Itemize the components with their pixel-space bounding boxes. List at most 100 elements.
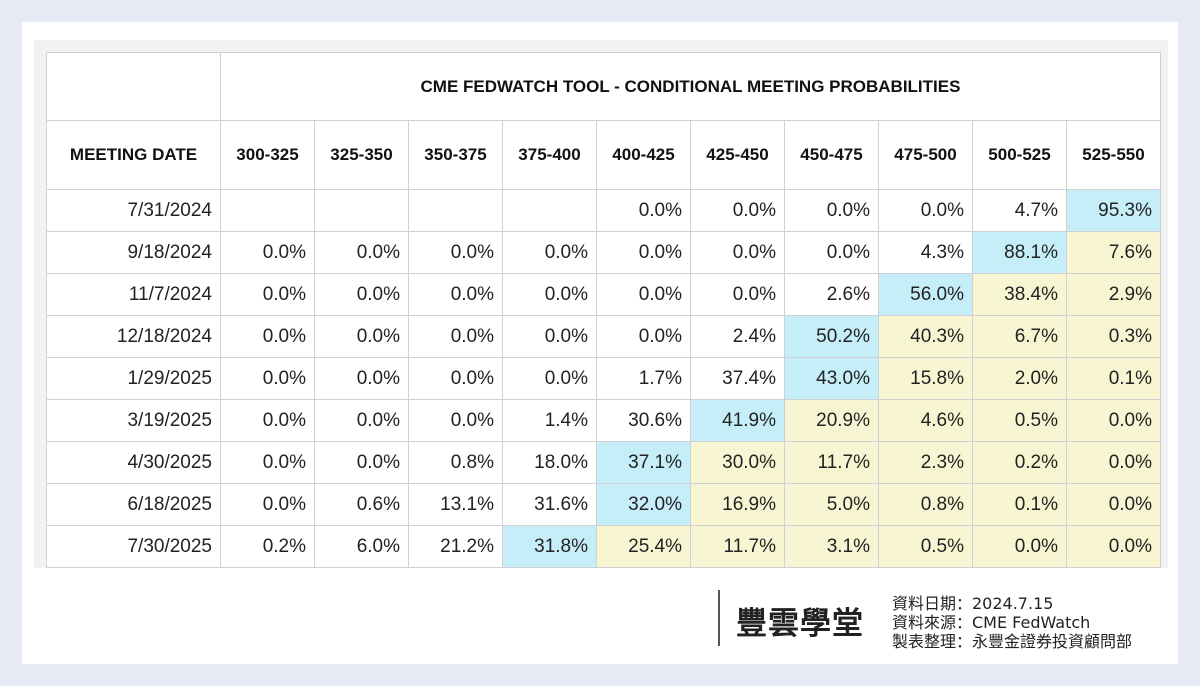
table-row: 1/29/2025 0.0% 0.0% 0.0% 0.0% 1.7% 37.4% 43.0% 1… <box>46 357 1161 400</box>
column-header: 525-550 <box>1066 120 1161 190</box>
probability-cell: 2.4% <box>690 315 785 358</box>
probability-cell: 11.7% <box>690 525 785 568</box>
probability-cell: 0.0% <box>596 273 691 316</box>
corner-cell <box>46 52 221 121</box>
meeting-date-cell: 11/7/2024 <box>46 273 221 316</box>
probability-cell: 0.0% <box>408 231 503 274</box>
probability-cell: 31.8% <box>502 525 597 568</box>
probability-cell: 6.7% <box>972 315 1067 358</box>
probability-cell: 21.2% <box>408 525 503 568</box>
data-source: 資料來源：CME FedWatch <box>892 613 1091 632</box>
probability-cell: 0.0% <box>220 399 315 442</box>
column-header: 300-325 <box>220 120 315 190</box>
column-header: 350-375 <box>408 120 503 190</box>
column-header: 400-425 <box>596 120 691 190</box>
probability-cell <box>314 189 409 232</box>
probability-cell: 0.0% <box>408 315 503 358</box>
probability-cell: 0.2% <box>220 525 315 568</box>
table-title: CME FEDWATCH TOOL - CONDITIONAL MEETING … <box>220 52 1161 121</box>
probability-cell: 30.6% <box>596 399 691 442</box>
probability-cell: 0.5% <box>972 399 1067 442</box>
probability-cell: 0.0% <box>314 231 409 274</box>
probability-cell: 2.9% <box>1066 273 1161 316</box>
probability-cell: 4.6% <box>878 399 973 442</box>
probability-cell: 43.0% <box>784 357 879 400</box>
table-row: 6/18/2025 0.0% 0.6% 13.1% 31.6% 32.0% 16.9% 5.0… <box>46 483 1161 526</box>
probability-cell: 5.0% <box>784 483 879 526</box>
probability-cell: 11.7% <box>784 441 879 484</box>
probability-cell: 4.7% <box>972 189 1067 232</box>
table-row: 12/18/2024 0.0% 0.0% 0.0% 0.0% 0.0% 2.4% 50.2% 4… <box>46 315 1161 358</box>
probability-cell: 0.0% <box>596 231 691 274</box>
probability-cell: 0.0% <box>878 189 973 232</box>
probability-cell: 0.0% <box>502 315 597 358</box>
probability-cell: 0.0% <box>1066 525 1161 568</box>
probability-cell: 88.1% <box>972 231 1067 274</box>
meeting-date-cell: 7/30/2025 <box>46 525 221 568</box>
probability-cell: 6.0% <box>314 525 409 568</box>
footer: 豐雲學堂 資料日期：2024.7.15 資料來源：CME FedWatch 製表… <box>718 590 1168 651</box>
probability-cell: 0.6% <box>314 483 409 526</box>
probability-cell: 2.6% <box>784 273 879 316</box>
meeting-date-cell: 6/18/2025 <box>46 483 221 526</box>
probability-cell: 0.0% <box>690 273 785 316</box>
table-row: 7/31/2024 0.0% 0.0% 0.0% 0.0% 4.7% 95.3% <box>46 189 1161 232</box>
table-row: 9/18/2024 0.0% 0.0% 0.0% 0.0% 0.0% 0.0% 0.0% 4.3… <box>46 231 1161 274</box>
column-header-row: MEETING DATE 300-325 325-350 350-375 375-40… <box>46 120 1161 190</box>
probability-cell: 41.9% <box>690 399 785 442</box>
probability-cell: 0.1% <box>972 483 1067 526</box>
probability-cell: 0.0% <box>784 189 879 232</box>
probability-cell: 0.0% <box>314 315 409 358</box>
probability-cell: 3.1% <box>784 525 879 568</box>
probability-cell: 0.0% <box>690 189 785 232</box>
probability-cell: 31.6% <box>502 483 597 526</box>
probability-cell: 2.0% <box>972 357 1067 400</box>
probability-cell: 40.3% <box>878 315 973 358</box>
probability-cell: 2.3% <box>878 441 973 484</box>
brand-logo: 豐雲學堂 <box>736 606 864 642</box>
probability-cell: 0.0% <box>314 357 409 400</box>
column-header: 425-450 <box>690 120 785 190</box>
table-row: 3/19/2025 0.0% 0.0% 0.0% 1.4% 30.6% 41.9% 20.9%… <box>46 399 1161 442</box>
probability-cell <box>220 189 315 232</box>
footer-meta: 資料日期：2024.7.15 資料來源：CME FedWatch 製表整理：永豐… <box>892 594 1132 651</box>
probability-cell: 0.2% <box>972 441 1067 484</box>
probability-cell: 0.1% <box>1066 357 1161 400</box>
probability-cell: 1.7% <box>596 357 691 400</box>
probability-cell: 0.0% <box>220 315 315 358</box>
probability-cell: 0.0% <box>314 273 409 316</box>
probability-cell: 0.0% <box>1066 483 1161 526</box>
probability-cell: 4.3% <box>878 231 973 274</box>
probability-cell: 0.0% <box>220 441 315 484</box>
meeting-date-cell: 1/29/2025 <box>46 357 221 400</box>
probability-cell: 0.0% <box>690 231 785 274</box>
probability-cell: 0.0% <box>220 231 315 274</box>
probability-cell: 0.8% <box>408 441 503 484</box>
probability-cell: 0.0% <box>1066 441 1161 484</box>
probability-cell: 37.4% <box>690 357 785 400</box>
column-header: 325-350 <box>314 120 409 190</box>
probability-cell: 15.8% <box>878 357 973 400</box>
probability-cell: 0.0% <box>220 273 315 316</box>
probability-cell: 0.5% <box>878 525 973 568</box>
probability-cell: 0.0% <box>972 525 1067 568</box>
probability-cell: 0.8% <box>878 483 973 526</box>
meeting-date-cell: 9/18/2024 <box>46 231 221 274</box>
probability-cell: 30.0% <box>690 441 785 484</box>
column-header: 500-525 <box>972 120 1067 190</box>
table-row: 11/7/2024 0.0% 0.0% 0.0% 0.0% 0.0% 0.0% 2.6% 56.… <box>46 273 1161 316</box>
probability-cell: 25.4% <box>596 525 691 568</box>
probability-cell: 18.0% <box>502 441 597 484</box>
fedwatch-table: CME FEDWATCH TOOL - CONDITIONAL MEETING … <box>46 52 1161 568</box>
probability-cell: 0.0% <box>502 273 597 316</box>
column-header: 475-500 <box>878 120 973 190</box>
meeting-date-header: MEETING DATE <box>46 120 221 190</box>
data-date: 資料日期：2024.7.15 <box>892 594 1054 613</box>
probability-cell: 95.3% <box>1066 189 1161 232</box>
probability-cell: 0.0% <box>314 441 409 484</box>
probability-cell: 13.1% <box>408 483 503 526</box>
probability-cell: 0.0% <box>1066 399 1161 442</box>
probability-cell: 0.0% <box>408 273 503 316</box>
table-row: 7/30/2025 0.2% 6.0% 21.2% 31.8% 25.4% 11.7% 3.1… <box>46 525 1161 568</box>
column-header: 375-400 <box>502 120 597 190</box>
